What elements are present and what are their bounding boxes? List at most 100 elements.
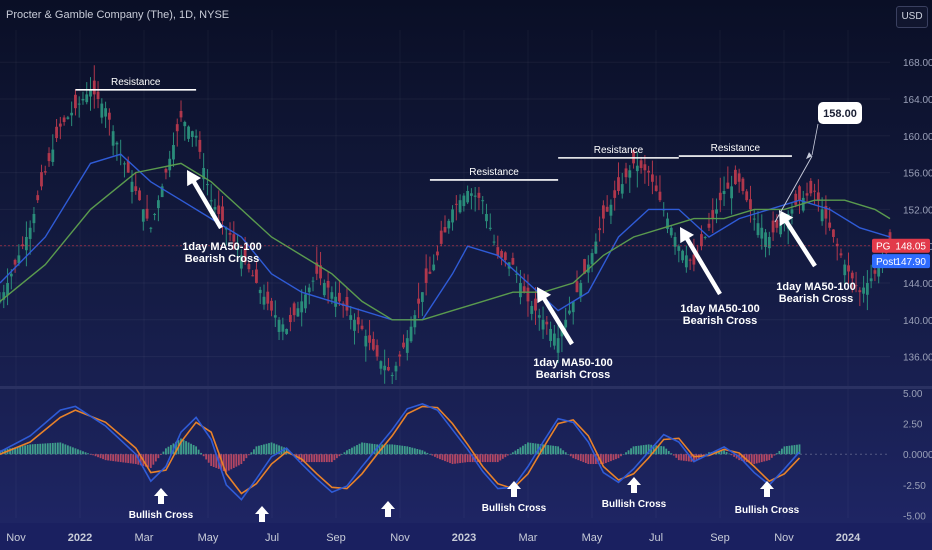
macd-histogram-bar bbox=[300, 454, 303, 463]
candle-body bbox=[394, 365, 398, 372]
candle-body bbox=[534, 298, 537, 311]
candle-body bbox=[92, 80, 96, 95]
macd-histogram-bar bbox=[672, 454, 675, 456]
candle-body bbox=[515, 273, 519, 275]
macd-histogram-bar bbox=[403, 446, 406, 455]
candle-body bbox=[36, 195, 40, 201]
candle-body bbox=[620, 184, 624, 194]
macd-histogram-bar bbox=[26, 444, 29, 455]
target-label-box bbox=[818, 102, 862, 124]
time-axis-label: Nov bbox=[390, 532, 410, 544]
macd-histogram-bar bbox=[748, 454, 751, 463]
price-axis-tick: 136.00 bbox=[903, 353, 932, 364]
candle-body bbox=[519, 282, 522, 298]
candle-body bbox=[730, 186, 734, 199]
macd-histogram-bar bbox=[305, 454, 308, 463]
macd-histogram-bar bbox=[451, 454, 454, 465]
bearish-cross-label: 1day MA50-100 bbox=[182, 241, 262, 253]
macd-histogram-bar bbox=[129, 454, 132, 464]
macd-histogram-bar bbox=[429, 454, 431, 455]
price-axis-tick: 168.00 bbox=[903, 58, 932, 69]
macd-histogram-bar bbox=[363, 442, 366, 455]
macd-histogram-bar bbox=[323, 454, 326, 463]
candle-body bbox=[869, 278, 873, 282]
candle-body bbox=[500, 250, 503, 258]
macd-histogram-bar bbox=[549, 445, 552, 455]
macd-histogram-bar bbox=[245, 454, 248, 459]
candle-body bbox=[2, 292, 6, 300]
macd-histogram-bar bbox=[577, 454, 580, 461]
macd-histogram-bar bbox=[406, 446, 409, 455]
post-price-badge bbox=[872, 254, 930, 269]
macd-histogram-bar bbox=[446, 454, 449, 463]
bearish-cross-arrow bbox=[680, 227, 722, 296]
candle-body bbox=[292, 303, 296, 316]
macd-histogram-bar bbox=[466, 454, 469, 463]
currency-button[interactable]: USD bbox=[896, 6, 928, 28]
candle-body bbox=[232, 234, 236, 242]
macd-histogram-bar bbox=[373, 444, 376, 455]
candle-body bbox=[530, 305, 534, 314]
macd-histogram-bar bbox=[630, 448, 632, 455]
candle-body bbox=[839, 253, 843, 256]
macd-histogram-bar bbox=[353, 446, 356, 455]
candle-body bbox=[417, 298, 421, 304]
candle-body bbox=[32, 213, 36, 224]
macd-histogram-bar bbox=[474, 454, 477, 463]
macd-histogram-bar bbox=[31, 444, 34, 455]
macd-histogram-bar bbox=[351, 447, 353, 455]
macd-histogram-bar bbox=[139, 454, 142, 466]
candle-body bbox=[9, 273, 13, 277]
macd-histogram-bar bbox=[361, 442, 363, 455]
macd-histogram-bar bbox=[509, 453, 512, 455]
macd-histogram-bar bbox=[200, 452, 203, 455]
macd-histogram-bar bbox=[730, 454, 733, 456]
bearish-cross-label: 1day MA50-100 bbox=[776, 281, 856, 293]
candle-body bbox=[255, 269, 258, 283]
candle-body bbox=[307, 287, 311, 293]
macd-histogram-bar bbox=[1, 449, 4, 455]
candle-body bbox=[760, 227, 764, 239]
candle-body bbox=[651, 174, 654, 182]
macd-histogram-bar bbox=[670, 453, 673, 455]
macd-histogram-bar bbox=[114, 454, 117, 462]
candle-body bbox=[273, 315, 277, 318]
macd-histogram-bar bbox=[753, 454, 756, 465]
macd-histogram-bar bbox=[152, 454, 155, 465]
time-axis-label: 2024 bbox=[836, 532, 861, 544]
candle-body bbox=[666, 218, 669, 229]
candle-body bbox=[74, 94, 77, 109]
candle-body bbox=[258, 289, 262, 294]
macd-histogram-bar bbox=[763, 454, 766, 462]
macd-histogram-bar bbox=[117, 454, 120, 462]
candle-body bbox=[798, 186, 801, 201]
macd-histogram-bar bbox=[212, 454, 215, 467]
macd-histogram-bar bbox=[210, 454, 213, 466]
macd-histogram-bar bbox=[514, 450, 517, 455]
candle-body bbox=[835, 243, 839, 247]
macd-histogram-bar bbox=[667, 450, 670, 455]
candle-body bbox=[70, 112, 74, 116]
macd-histogram-bar bbox=[240, 454, 243, 465]
macd-histogram-bar bbox=[660, 446, 663, 455]
macd-histogram-bar bbox=[770, 454, 773, 458]
candle-body bbox=[428, 271, 432, 274]
macd-histogram-bar bbox=[250, 452, 253, 455]
price-axis-tick: 144.00 bbox=[903, 279, 932, 290]
macd-histogram-bar bbox=[499, 454, 502, 461]
macd-histogram-bar bbox=[185, 441, 187, 455]
macd-histogram-bar bbox=[356, 445, 358, 455]
macd-histogram-bar bbox=[263, 444, 265, 455]
macd-histogram-bar bbox=[258, 445, 260, 455]
candle-body bbox=[733, 169, 737, 185]
macd-histogram-bar bbox=[587, 454, 590, 465]
macd-histogram-bar bbox=[371, 443, 373, 455]
macd-histogram-bar bbox=[235, 454, 238, 467]
macd-histogram-bar bbox=[612, 454, 615, 461]
macd-histogram-bar bbox=[202, 454, 205, 457]
candle-body bbox=[492, 241, 496, 243]
candle-body bbox=[703, 236, 707, 238]
candle-body bbox=[737, 173, 741, 182]
macd-histogram-bar bbox=[315, 454, 318, 463]
macd-histogram-bar bbox=[242, 454, 245, 462]
